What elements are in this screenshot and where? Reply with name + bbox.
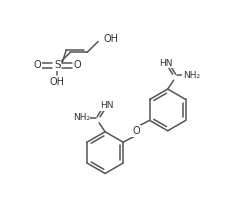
Text: HN: HN [100,101,114,111]
Text: O: O [73,60,81,70]
Text: O: O [34,60,41,70]
Text: O: O [133,126,140,136]
Text: NH₂: NH₂ [73,113,90,122]
Text: OH: OH [103,34,118,44]
Text: NH₂: NH₂ [183,71,200,80]
Text: OH: OH [50,77,65,87]
Text: HN: HN [159,59,173,68]
Text: S: S [54,60,61,70]
